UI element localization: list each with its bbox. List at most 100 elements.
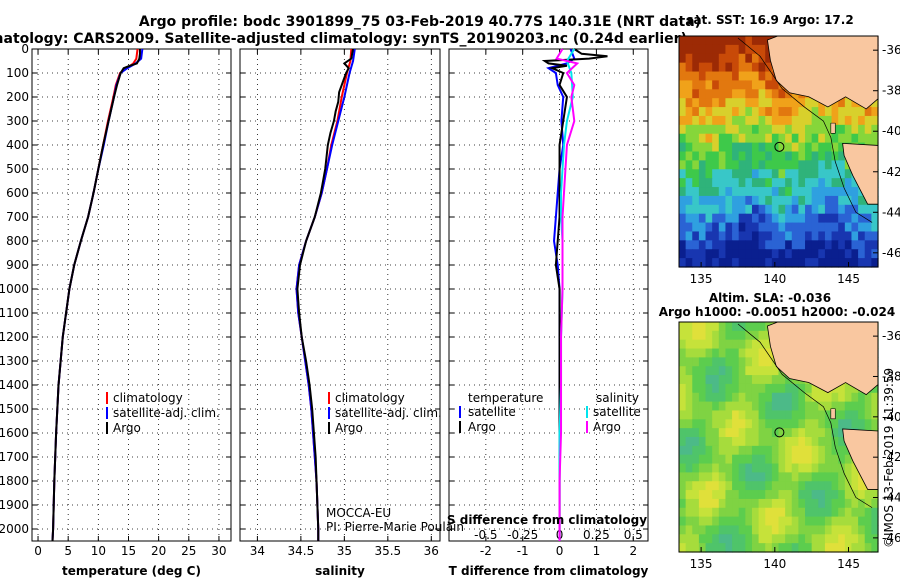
map-cell xyxy=(824,507,833,518)
map-cell xyxy=(758,454,766,465)
map-cell xyxy=(745,133,753,144)
map-cell xyxy=(712,392,720,403)
map-cell xyxy=(871,543,879,553)
map-cell xyxy=(705,107,713,117)
map-cell xyxy=(824,195,833,206)
map-cell xyxy=(858,107,866,117)
map-cell xyxy=(732,213,740,224)
map-cell xyxy=(751,437,760,447)
map-cell xyxy=(824,222,833,233)
map-cell xyxy=(732,142,740,153)
map-cell xyxy=(712,115,720,126)
map-cell xyxy=(705,490,713,500)
map-cell xyxy=(765,348,773,358)
map-cell xyxy=(712,249,720,259)
map-cell xyxy=(705,240,713,250)
map-cell xyxy=(771,498,780,509)
map-cell xyxy=(864,498,872,509)
map-cell xyxy=(765,231,773,241)
map-cell xyxy=(751,463,760,473)
sla-map: 135 140 145 -36 -38 -40 -42 -44 -46 xyxy=(678,321,900,571)
map-cell xyxy=(732,437,740,447)
map-cell xyxy=(725,124,733,135)
map-cell xyxy=(751,322,760,332)
map-cell xyxy=(732,115,740,126)
map-cell xyxy=(785,410,793,420)
sla-map-title: Altim. SLA: -0.036 xyxy=(709,291,831,305)
map-cell xyxy=(838,472,846,482)
map-cell xyxy=(738,124,746,135)
map-cell xyxy=(758,516,766,527)
map-cell xyxy=(698,339,707,350)
map-cell xyxy=(805,249,813,259)
map-cell xyxy=(798,231,806,241)
map-cell xyxy=(692,330,700,341)
map-cell xyxy=(798,498,806,509)
map-cell xyxy=(864,392,872,403)
depth-tick-label: 1100 xyxy=(0,306,29,320)
map-cell xyxy=(679,375,687,385)
map-cell xyxy=(705,410,713,420)
map-cell xyxy=(771,80,780,90)
map-cell xyxy=(858,392,866,403)
map-cell xyxy=(692,62,700,73)
map-cell xyxy=(758,124,766,135)
map-cell xyxy=(679,53,687,64)
map-cell xyxy=(798,133,806,144)
map-cell xyxy=(705,36,713,46)
map-cell xyxy=(871,383,879,394)
map-cell xyxy=(738,71,746,82)
map-cell xyxy=(705,339,713,350)
map-cell xyxy=(745,160,753,170)
map-cell xyxy=(679,62,687,73)
map-cell xyxy=(771,481,780,491)
map-cell xyxy=(858,490,866,500)
map-cell xyxy=(679,383,687,394)
lat-tick-label: -36 xyxy=(882,43,900,57)
map-cell xyxy=(771,463,780,473)
map-cell xyxy=(798,240,806,250)
map-cell xyxy=(732,498,740,509)
map-cell xyxy=(871,525,879,535)
map-cell xyxy=(758,249,766,259)
map-cell xyxy=(758,534,766,544)
map-cell xyxy=(751,89,760,99)
map-cell xyxy=(798,187,806,197)
map-cell xyxy=(685,258,693,268)
map-cell xyxy=(778,231,786,241)
map-cell xyxy=(725,142,733,153)
map-cell xyxy=(851,124,859,135)
map-cell xyxy=(718,445,727,456)
map-cell xyxy=(765,249,773,259)
map-cell xyxy=(765,258,773,268)
map-cell xyxy=(732,178,740,188)
map-cell xyxy=(864,213,872,224)
map-cell xyxy=(864,516,872,527)
map-cell xyxy=(692,89,700,99)
map-cell xyxy=(758,322,766,332)
map-cell xyxy=(818,534,826,544)
map-cell xyxy=(705,534,713,544)
map-cell xyxy=(838,169,846,179)
map-cell xyxy=(698,366,707,376)
map-cell xyxy=(698,490,707,500)
map-cell xyxy=(745,543,753,553)
map-cell xyxy=(692,428,700,438)
map-cell xyxy=(692,437,700,447)
map-cell xyxy=(712,80,720,90)
map-cell xyxy=(791,98,799,108)
salinity-panel: 34 34.5 35 35.5 36 salinity xyxy=(239,48,441,578)
map-cell xyxy=(785,204,793,215)
map-cell xyxy=(705,178,713,188)
map-cell xyxy=(831,178,839,188)
map-cell xyxy=(705,62,713,73)
map-cell xyxy=(705,454,713,465)
map-cell xyxy=(732,151,740,161)
map-cell xyxy=(798,98,806,108)
map-cell xyxy=(718,115,727,126)
map-cell xyxy=(871,419,879,429)
map-cell xyxy=(765,366,773,376)
map-cell xyxy=(798,507,806,518)
map-cell xyxy=(805,213,813,224)
map-cell xyxy=(791,419,799,429)
